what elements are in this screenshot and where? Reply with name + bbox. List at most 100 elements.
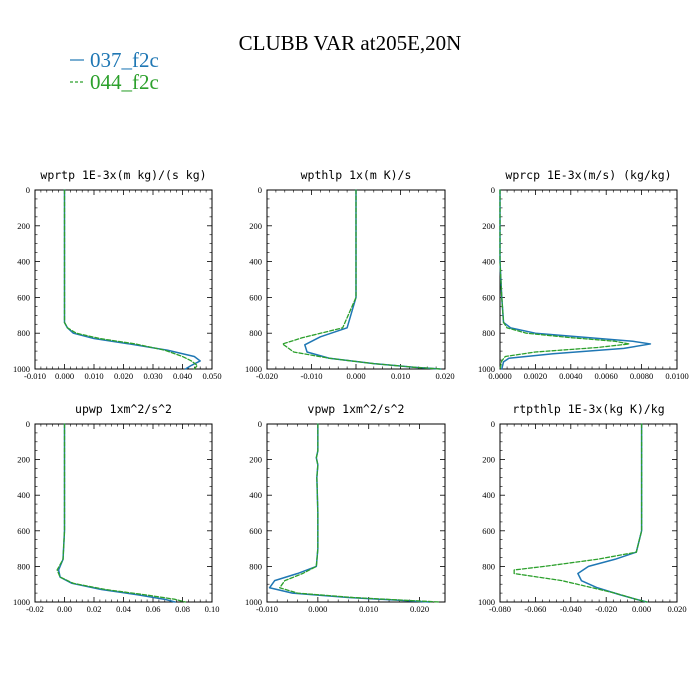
y-tick-label: 800 — [249, 561, 262, 571]
y-tick-label: 400 — [482, 490, 495, 500]
series-line-044_f2c — [63, 189, 198, 370]
y-tick-label: 0 — [491, 419, 495, 429]
series-line-037_f2c — [63, 189, 201, 370]
y-tick-label: 600 — [17, 526, 30, 536]
legend: 037_f2c 044_f2c — [70, 48, 159, 94]
panel-upwp: upwp 1xm^2/s^2 -0.02 0.00 0.02 0.04 0.06 0.08 0… — [13, 402, 219, 614]
y-tick-label: 0 — [258, 185, 262, 195]
y-tick-label: 400 — [249, 257, 262, 267]
panel-title: vpwp 1xm^2/s^2 — [308, 402, 405, 416]
plot-frame — [34, 189, 213, 370]
legend-entry-2: 044_f2c — [70, 70, 159, 94]
x-tick-label: -0.010 — [24, 371, 46, 381]
x-tick-label: -0.080 — [489, 604, 511, 614]
x-tick-label: 0.08 — [175, 604, 190, 614]
x-tick-label: 0.000 — [346, 371, 365, 381]
x-tick-label: 0.000 — [308, 604, 327, 614]
series-line-037_f2c — [57, 423, 176, 603]
x-tick-label: 0.020 — [667, 604, 686, 614]
x-tick-label: 0.00 — [57, 604, 72, 614]
x-tick-label: -0.060 — [524, 604, 546, 614]
y-tick-label: 0 — [491, 185, 495, 195]
y-tick-label: 400 — [17, 257, 30, 267]
y-tick-label: 800 — [17, 328, 30, 338]
x-tick-label: 0.0100 — [665, 371, 688, 381]
y-tick-label: 200 — [249, 221, 262, 231]
x-tick-label: -0.010 — [256, 604, 278, 614]
x-tick-label: 0.04 — [116, 604, 132, 614]
x-tick-label: 0.020 — [410, 604, 429, 614]
plot-frame — [499, 189, 678, 370]
series-line-044_f2c — [513, 423, 648, 603]
x-tick-label: -0.020 — [256, 371, 278, 381]
x-tick-label: 0.000 — [55, 371, 74, 381]
legend-entry-1: 037_f2c — [70, 48, 159, 72]
y-tick-label: 0 — [26, 185, 30, 195]
x-tick-label: 0.0040 — [559, 371, 582, 381]
panel-wpthlp: wpthlp 1x(m K)/s -0.020 -0.010 0.000 0.010 0.… — [245, 168, 455, 381]
panel-title: wprtp 1E-3x(m kg)/(s kg) — [40, 168, 206, 182]
x-tick-label: 0.020 — [435, 371, 454, 381]
y-tick-label: 800 — [482, 328, 495, 338]
y-tick-label: 200 — [17, 455, 30, 465]
y-tick-label: 0 — [258, 419, 262, 429]
panel-title: rtpthlp 1E-3x(kg K)/kg — [512, 402, 664, 416]
y-tick-label: 400 — [249, 490, 262, 500]
x-tick-label: 0.010 — [391, 371, 410, 381]
y-tick-label: 1000 — [13, 597, 30, 607]
plot-frame — [34, 423, 213, 603]
series-line-037_f2c — [268, 423, 431, 603]
x-tick-label: 0.0080 — [630, 371, 653, 381]
x-tick-label: 0.06 — [146, 604, 161, 614]
x-tick-label: -0.020 — [595, 604, 617, 614]
x-tick-label: 0.02 — [87, 604, 102, 614]
y-tick-label: 1000 — [478, 364, 495, 374]
panel-rtpthlp: rtpthlp 1E-3x(kg K)/kg -0.080 -0.060 -0.040… — [478, 402, 687, 614]
y-tick-label: 1000 — [245, 597, 262, 607]
panel-title: upwp 1xm^2/s^2 — [75, 402, 172, 416]
y-tick-label: 800 — [249, 328, 262, 338]
series-line-037_f2c — [577, 423, 648, 603]
y-tick-label: 600 — [249, 526, 262, 536]
y-tick-label: 200 — [482, 455, 495, 465]
series-line-044_f2c — [281, 189, 442, 370]
x-tick-label: 0.0060 — [595, 371, 618, 381]
x-tick-label: 0.010 — [84, 371, 103, 381]
y-tick-label: 200 — [249, 455, 262, 465]
x-tick-label: 0.050 — [202, 371, 221, 381]
series-line-037_f2c — [499, 189, 652, 370]
panel-wprtp: wprtp 1E-3x(m kg)/(s kg) -0.010 0.000 0.010… — [13, 168, 222, 381]
y-tick-label: 600 — [17, 292, 30, 302]
y-tick-label: 800 — [17, 561, 30, 571]
y-tick-label: 400 — [17, 490, 30, 500]
y-tick-label: 200 — [17, 221, 30, 231]
panel-wprcp: wprcp 1E-3x(m/s) (kg/kg) 0.0000 0.0020 0.00… — [478, 168, 689, 381]
panel-vpwp: vpwp 1xm^2/s^2 -0.010 0.000 0.010 0.020 0 200 4… — [245, 402, 446, 614]
y-tick-label: 1000 — [478, 597, 495, 607]
y-tick-label: 600 — [482, 526, 495, 536]
panel-title: wpthlp 1x(m K)/s — [301, 168, 412, 182]
x-tick-label: -0.010 — [301, 371, 323, 381]
legend-label-2: 044_f2c — [90, 70, 159, 94]
y-tick-label: 800 — [482, 561, 495, 571]
x-tick-label: 0.020 — [114, 371, 133, 381]
x-tick-label: 0.040 — [173, 371, 192, 381]
legend-label-1: 037_f2c — [90, 48, 159, 72]
y-tick-label: 1000 — [13, 364, 30, 374]
x-tick-label: 0.010 — [359, 604, 378, 614]
y-tick-label: 200 — [482, 221, 495, 231]
series-line-044_f2c — [499, 189, 630, 370]
x-tick-label: 0.030 — [143, 371, 162, 381]
y-tick-label: 0 — [26, 419, 30, 429]
x-tick-label: -0.040 — [560, 604, 582, 614]
series-line-044_f2c — [279, 423, 441, 603]
x-tick-label: 0.0000 — [488, 371, 511, 381]
figure-title: CLUBB VAR at205E,20N — [239, 31, 462, 55]
x-tick-label: 0.10 — [205, 604, 220, 614]
panel-title: wprcp 1E-3x(m/s) (kg/kg) — [505, 168, 671, 182]
x-tick-label: 0.0020 — [524, 371, 547, 381]
y-tick-label: 600 — [482, 292, 495, 302]
y-tick-label: 1000 — [245, 364, 262, 374]
y-tick-label: 400 — [482, 257, 495, 267]
